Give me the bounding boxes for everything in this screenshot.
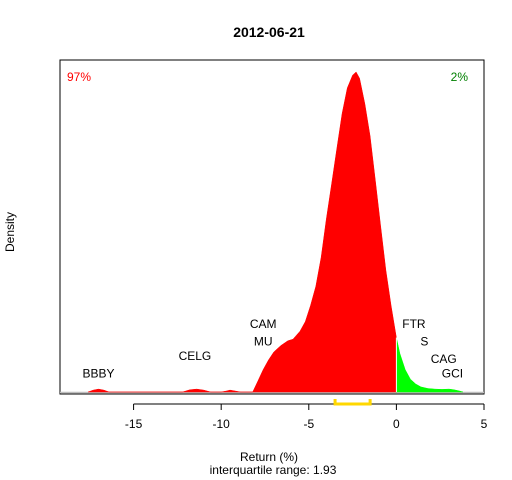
- ticker-annotation: FTR: [402, 317, 426, 331]
- x-axis-label: Return (%): [240, 450, 298, 464]
- x-tick-label: 0: [393, 417, 400, 431]
- y-axis-label: Density: [3, 212, 17, 252]
- x-tick-label: -5: [303, 417, 314, 431]
- ticker-annotation: CAM: [250, 317, 277, 331]
- ticker-annotation: CAG: [431, 352, 457, 366]
- iqr-bracket: [333, 399, 372, 406]
- chart-title: 2012-06-21: [233, 24, 305, 40]
- ticker-annotation: MU: [254, 335, 273, 349]
- ticker-annotation: GCI: [442, 367, 463, 381]
- pct-positive-label: 2%: [451, 70, 469, 84]
- plot-frame: [59, 59, 485, 395]
- positive-return-area: [396, 337, 464, 393]
- density-layer: [60, 71, 484, 394]
- x-tick-label: -10: [213, 417, 231, 431]
- x-tick-label: 5: [481, 417, 488, 431]
- ticker-annotation: BBBY: [83, 367, 115, 381]
- x-axis: -15 -10 -5 0 5: [125, 399, 488, 431]
- iqr-subtitle: interquartile range: 1.93: [210, 463, 337, 477]
- x-tick-label: -15: [125, 417, 143, 431]
- ticker-annotation: S: [420, 335, 428, 349]
- pct-negative-label: 97%: [67, 70, 91, 84]
- negative-return-area: [87, 71, 397, 393]
- ticker-annotation: CELG: [179, 349, 212, 363]
